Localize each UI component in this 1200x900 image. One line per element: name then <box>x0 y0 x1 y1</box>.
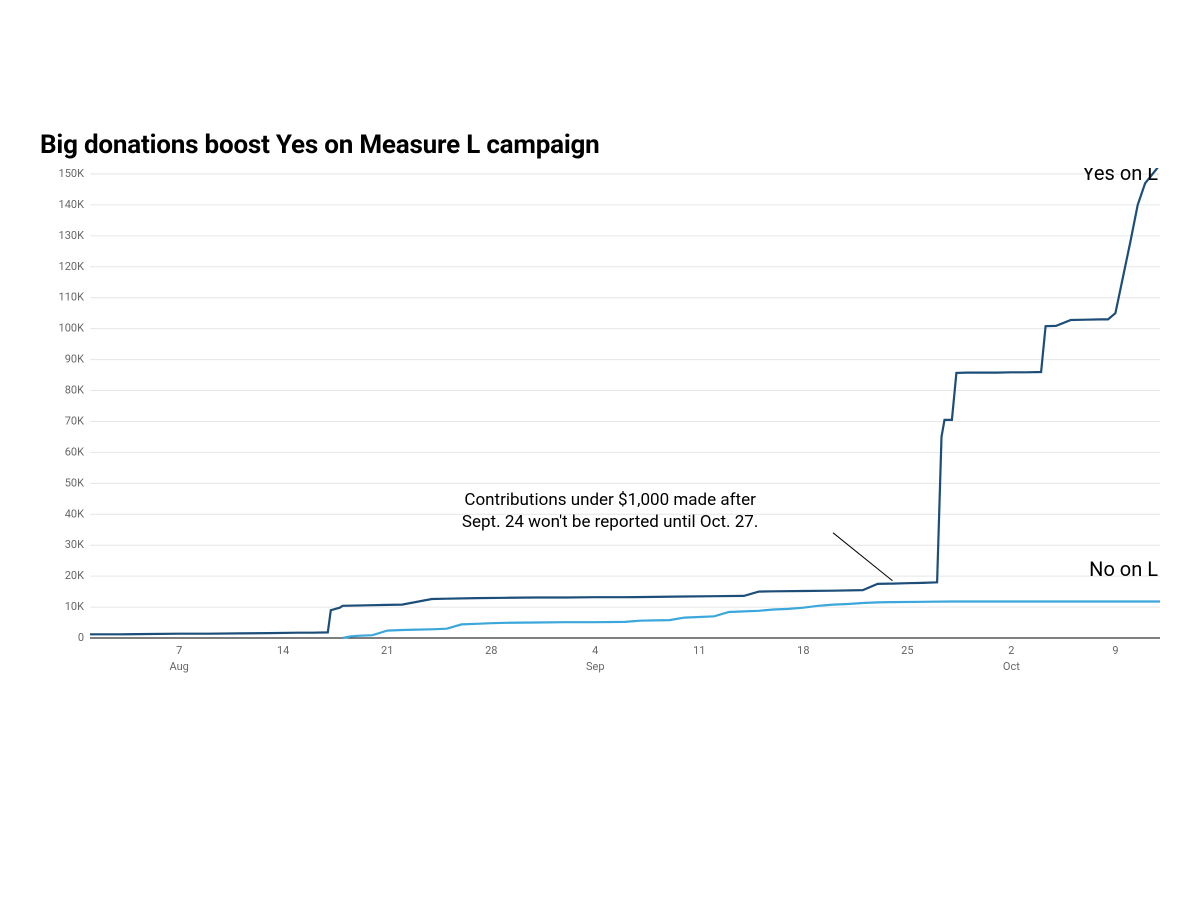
y-tick-label: 140K <box>59 198 85 211</box>
annotation-text: Sept. 24 won't be reported until Oct. 27… <box>462 512 758 532</box>
y-tick-label: 110K <box>59 291 85 304</box>
y-tick-label: 20K <box>65 569 84 582</box>
y-tick-label: 10K <box>65 600 84 613</box>
chart-title: Big donations boost Yes on Measure L cam… <box>40 130 600 160</box>
x-tick-label: 21 <box>381 644 393 657</box>
x-tick-label: 25 <box>901 644 913 657</box>
x-tick-label: 7 <box>176 644 182 657</box>
y-tick-label: 120K <box>59 260 85 273</box>
x-tick-label: 28 <box>485 644 497 657</box>
annotation-text: Contributions under $1,000 made after <box>464 490 756 510</box>
x-tick-label: 2 <box>1008 644 1014 657</box>
y-tick-label: 150K <box>59 168 85 180</box>
page: Big donations boost Yes on Measure L cam… <box>0 0 1200 900</box>
y-tick-label: 50K <box>65 476 84 489</box>
x-tick-label: 18 <box>797 644 809 657</box>
y-tick-label: 130K <box>59 229 85 242</box>
y-tick-label: 30K <box>65 538 84 551</box>
series-label: No on L <box>1089 557 1158 581</box>
y-tick-label: 40K <box>65 507 84 520</box>
x-tick-label: 9 <box>1112 644 1118 657</box>
y-tick-label: 80K <box>65 384 84 397</box>
annotation-leader <box>833 533 892 581</box>
x-tick-label: 14 <box>277 644 289 657</box>
chart-container: 0 10K 20K 30K 40K 50K 60K 70K 80K 90K 100K 110K 120K… <box>40 168 1160 688</box>
y-tick-label: 90K <box>65 353 84 366</box>
x-month-label: Sep <box>586 660 605 673</box>
x-month-label: Aug <box>169 660 188 673</box>
y-tick-label: 60K <box>65 445 84 458</box>
series-line <box>90 168 1160 634</box>
x-tick-label: 4 <box>592 644 598 657</box>
x-tick-label: 11 <box>693 644 705 657</box>
y-tick-label: 0 <box>78 631 84 644</box>
line-chart: 0 10K 20K 30K 40K 50K 60K 70K 80K 90K 100K 110K 120K… <box>40 168 1160 688</box>
y-tick-label: 100K <box>59 322 85 335</box>
y-tick-label: 70K <box>65 414 84 427</box>
x-month-label: Oct <box>1003 660 1020 673</box>
series-label: Yes on L <box>1083 168 1159 185</box>
